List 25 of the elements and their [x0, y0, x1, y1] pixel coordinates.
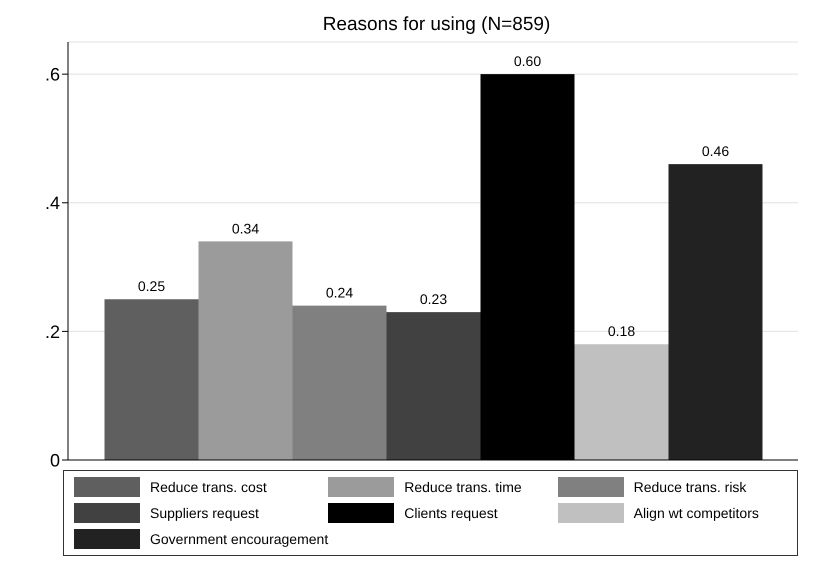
bar — [198, 241, 292, 460]
bar — [292, 306, 386, 460]
data-label: 0.24 — [326, 284, 354, 301]
data-label: 0.60 — [514, 53, 542, 70]
data-label: 0.46 — [702, 143, 730, 160]
legend-label: Align wt competitors — [634, 505, 759, 521]
y-tick-label: 0 — [50, 450, 60, 470]
y-tick-label: .4 — [44, 193, 60, 214]
legend-label: Clients request — [404, 505, 498, 521]
chart-title: Reasons for using (N=859) — [322, 14, 552, 36]
bar — [104, 299, 198, 460]
data-label: 0.23 — [420, 291, 448, 308]
y-tick-label: .6 — [44, 64, 60, 85]
bar — [668, 164, 762, 460]
y-tick-label: .2 — [44, 322, 60, 342]
bar — [574, 344, 668, 460]
bar — [386, 312, 480, 460]
data-label: 0.34 — [232, 220, 260, 236]
legend-label: Reduce trans. time — [404, 479, 522, 495]
legend-label: Government encouragement — [150, 531, 328, 547]
data-label: 0.18 — [608, 323, 636, 340]
data-label: 0.25 — [138, 278, 166, 294]
legend-label: Reduce trans. risk — [634, 479, 746, 495]
legend-label: Reduce trans. cost — [150, 479, 267, 495]
legend-label: Suppliers request — [150, 505, 259, 521]
